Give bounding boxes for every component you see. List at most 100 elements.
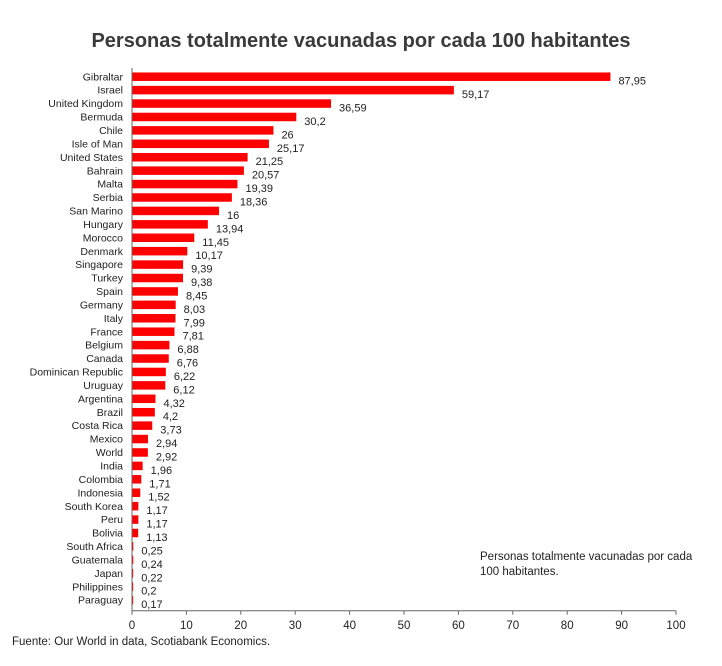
category-label: Turkey	[91, 273, 123, 285]
category-label: France	[90, 326, 123, 338]
category-label: Argentina	[78, 393, 123, 405]
category-label: United Kingdom	[48, 98, 123, 110]
category-label: Italy	[104, 313, 124, 325]
x-axis: 0 10 20 30 40 50 60 70 80 90 100	[129, 68, 686, 632]
bar-gibraltar	[132, 72, 611, 81]
category-label: Indonesia	[77, 487, 123, 499]
bar-brazil	[132, 407, 155, 417]
bar-belgium	[132, 340, 170, 350]
category-label: Hungary	[83, 219, 123, 231]
value-label: 20,57	[252, 170, 280, 182]
category-label: Belgium	[85, 340, 123, 352]
value-label: 0,25	[141, 545, 162, 557]
source-note: Fuente: Our World in data, Scotiabank Ec…	[12, 636, 271, 648]
bar-serbia	[132, 193, 232, 202]
category-label: South Korea	[65, 501, 124, 513]
category-label: Uruguay	[83, 380, 123, 392]
category-label: Bolivia	[92, 528, 123, 540]
category-label: Philippines	[72, 581, 123, 593]
category-label: Bermuda	[80, 112, 123, 124]
value-label: 1,17	[146, 519, 167, 531]
bar-indonesia	[132, 488, 141, 497]
bar-world	[132, 448, 148, 457]
category-label: Peru	[101, 514, 123, 526]
value-label: 1,71	[149, 478, 170, 490]
category-label: Germany	[80, 299, 124, 311]
category-label: Canada	[86, 353, 123, 365]
bar-bermuda	[132, 112, 297, 122]
value-label: 7,99	[183, 317, 204, 329]
x-tick-label: 0	[129, 620, 135, 632]
bar-morocco	[132, 233, 195, 242]
category-label: World	[96, 447, 123, 459]
category-label: Malta	[97, 179, 123, 191]
category-label: India	[100, 460, 123, 472]
category-label: Singapore	[75, 259, 123, 271]
value-label: 0,22	[141, 572, 162, 584]
value-label: 2,92	[156, 451, 177, 463]
category-label: Dominican Republic	[30, 367, 123, 379]
value-label: 25,17	[277, 143, 305, 155]
bar-argentina	[132, 394, 156, 404]
value-label: 6,22	[174, 371, 195, 383]
bar-costa-rica	[132, 421, 153, 430]
value-label: 9,38	[191, 277, 212, 289]
bar-chile	[132, 126, 274, 135]
bar-peru	[132, 515, 139, 524]
bar-dominican-republic	[132, 367, 166, 377]
value-label: 10,17	[195, 250, 223, 262]
x-tick-label: 20	[234, 620, 247, 632]
chart-title: Personas totalmente vacunadas por cada 1…	[91, 30, 631, 52]
category-label: Isle of Man	[72, 138, 124, 150]
category-label: Morocco	[83, 232, 123, 244]
value-label: 87,95	[618, 76, 646, 88]
value-label: 6,88	[177, 344, 198, 356]
bar-south-korea	[132, 501, 139, 511]
category-label: South Africa	[66, 541, 123, 553]
category-label: Japan	[94, 568, 123, 580]
bar-italy	[132, 314, 176, 323]
category-label: Paraguay	[78, 595, 124, 607]
value-label: 8,45	[186, 290, 207, 302]
category-label: Brazil	[97, 407, 123, 419]
category-label: Gibraltar	[83, 71, 124, 83]
bar-bolivia	[132, 528, 139, 538]
category-label: Denmark	[80, 246, 123, 258]
value-label: 3,73	[160, 425, 181, 437]
bar-japan	[132, 569, 134, 578]
x-tick-label: 10	[180, 620, 193, 632]
value-label: 8,03	[184, 304, 205, 316]
value-label: 6,76	[177, 358, 198, 370]
bar-uruguay	[132, 381, 166, 390]
category-label: San Marino	[69, 206, 123, 218]
category-label: Colombia	[79, 474, 124, 486]
bar-israel	[132, 85, 454, 95]
bar-spain	[132, 287, 178, 296]
category-label: Israel	[97, 85, 123, 97]
value-label: 16	[227, 210, 239, 222]
bar-malta	[132, 179, 238, 189]
x-tick-label: 60	[452, 620, 465, 632]
bar-mexico	[132, 434, 148, 444]
value-label: 6,12	[173, 384, 194, 396]
category-label: Bahrain	[87, 165, 123, 177]
bar-guatemala	[132, 555, 134, 565]
legend-note: Personas totalmente vacunadas por cada 1…	[480, 551, 693, 578]
category-label: United States	[60, 152, 123, 164]
x-tick-label: 100	[666, 620, 685, 632]
value-label: 4,2	[163, 411, 178, 423]
category-label: Spain	[96, 286, 123, 298]
category-label: Mexico	[90, 434, 123, 446]
value-label: 0,2	[141, 586, 156, 598]
x-tick-label: 90	[615, 620, 628, 632]
bar-philippines	[132, 582, 134, 591]
category-label: Chile	[99, 125, 123, 137]
value-label: 1,17	[146, 505, 167, 517]
bar-united-kingdom	[132, 99, 332, 108]
value-label: 0,24	[141, 559, 162, 571]
value-label: 36,59	[339, 103, 367, 115]
bar-singapore	[132, 260, 184, 269]
bar-india	[132, 461, 143, 471]
